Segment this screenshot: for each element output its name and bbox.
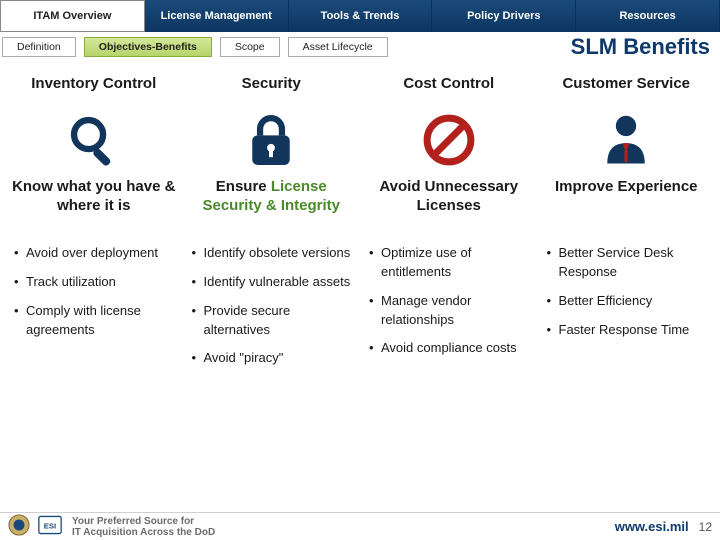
list-item: Manage vendor relationships <box>367 292 531 330</box>
tagline-line2: IT Acquisition Across the DoD <box>72 527 215 538</box>
list-item: Provide secure alternatives <box>190 302 354 340</box>
page-number: 12 <box>699 520 712 534</box>
sub-nav: Definition Objectives-Benefits Scope Ass… <box>0 32 720 62</box>
bullet-list: Avoid over deployment Track utilization … <box>8 242 180 349</box>
topnav-item-policy[interactable]: Policy Drivers <box>432 0 576 32</box>
subnav-item-lifecycle[interactable]: Asset Lifecycle <box>288 37 388 57</box>
col-heading: Customer Service <box>562 66 690 102</box>
lock-icon <box>246 108 296 172</box>
list-item: Identify vulnerable assets <box>190 273 354 292</box>
topnav-item-tools[interactable]: Tools & Trends <box>289 0 433 32</box>
list-item: Avoid compliance costs <box>367 339 531 358</box>
col-heading: Cost Control <box>403 66 494 102</box>
topnav-item-license[interactable]: License Management <box>145 0 289 32</box>
col-subtitle: Avoid Unnecessary Licenses <box>363 178 535 242</box>
main-grid: Inventory Control Know what you have & w… <box>0 62 720 378</box>
list-item: Better Service Desk Response <box>545 244 709 282</box>
subnav-label: Scope <box>235 41 265 53</box>
list-item: Avoid over deployment <box>12 244 176 263</box>
col-subtitle: Know what you have & where it is <box>8 178 180 242</box>
col-subtitle: Improve Experience <box>555 178 698 242</box>
person-icon <box>601 108 651 172</box>
prohibit-icon <box>421 108 477 172</box>
topnav-item-overview[interactable]: ITAM Overview <box>0 0 145 32</box>
list-item: Identify obsolete versions <box>190 244 354 263</box>
bullet-list: Better Service Desk Response Better Effi… <box>541 242 713 349</box>
footer: ESI Your Preferred Source for IT Acquisi… <box>0 512 720 540</box>
bullet-list: Optimize use of entitlements Manage vend… <box>363 242 535 368</box>
tagline-line1: Your Preferred Source for <box>72 516 215 527</box>
list-item: Avoid "piracy" <box>190 349 354 368</box>
top-nav: ITAM Overview License Management Tools &… <box>0 0 720 32</box>
subtitle-text: Improve Experience <box>555 178 698 195</box>
bullet-list: Identify obsolete versions Identify vuln… <box>186 242 358 378</box>
col-cost: Cost Control Avoid Unnecessary Licenses … <box>363 66 535 378</box>
col-customer: Customer Service Improve Experience Bett… <box>541 66 713 378</box>
subnav-label: Objectives-Benefits <box>99 41 197 53</box>
list-item: Track utilization <box>12 273 176 292</box>
esi-logo-icon: ESI <box>38 515 62 538</box>
topnav-label: License Management <box>161 10 272 22</box>
subnav-label: Definition <box>17 41 61 53</box>
list-item: Faster Response Time <box>545 321 709 340</box>
svg-text:ESI: ESI <box>44 521 56 530</box>
footer-url: www.esi.mil <box>615 519 689 534</box>
page-title: SLM Benefits <box>571 34 710 60</box>
dod-seal-icon <box>8 514 30 539</box>
topnav-item-resources[interactable]: Resources <box>576 0 720 32</box>
subtitle-text: Know what you have & where it is <box>12 178 175 214</box>
col-security: Security Ensure License Security & Integ… <box>186 66 358 378</box>
topnav-label: Tools & Trends <box>321 10 400 22</box>
subtitle-text: Ensure <box>216 178 271 195</box>
magnifier-icon <box>65 108 123 172</box>
subnav-item-scope[interactable]: Scope <box>220 37 280 57</box>
subnav-item-definition[interactable]: Definition <box>2 37 76 57</box>
col-heading: Inventory Control <box>31 66 156 102</box>
subnav-item-objectives[interactable]: Objectives-Benefits <box>84 37 212 57</box>
topnav-label: Policy Drivers <box>467 10 540 22</box>
topnav-label: ITAM Overview <box>33 10 111 22</box>
col-subtitle: Ensure License Security & Integrity <box>186 178 358 242</box>
list-item: Better Efficiency <box>545 292 709 311</box>
list-item: Comply with license agreements <box>12 302 176 340</box>
subnav-label: Asset Lifecycle <box>303 41 373 53</box>
subtitle-text: Avoid Unnecessary Licenses <box>379 178 518 214</box>
col-inventory: Inventory Control Know what you have & w… <box>8 66 180 378</box>
list-item: Optimize use of entitlements <box>367 244 531 282</box>
topnav-label: Resources <box>619 10 675 22</box>
footer-logos: ESI <box>8 514 62 539</box>
col-heading: Security <box>242 66 301 102</box>
footer-tagline: Your Preferred Source for IT Acquisition… <box>72 516 215 538</box>
